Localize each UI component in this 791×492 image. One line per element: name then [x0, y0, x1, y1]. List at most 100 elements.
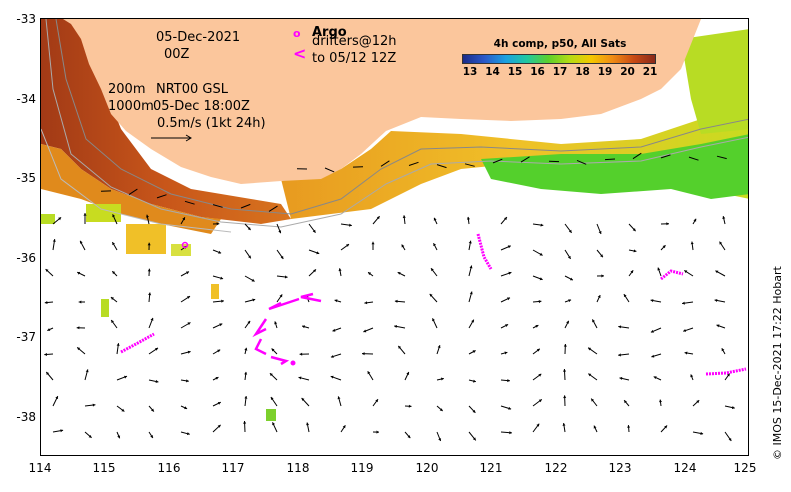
current-vector-head [364, 301, 368, 305]
current-vector-head [394, 325, 397, 328]
current-vector-head [248, 255, 251, 259]
current-vector [632, 152, 642, 160]
map-frame: o < [40, 18, 749, 456]
current-vector-head [433, 243, 437, 247]
x-tick-label: 115 [92, 461, 116, 475]
current-vector-head [217, 349, 221, 353]
current-vector-head [279, 294, 283, 298]
current-vector [268, 205, 278, 212]
drifters-to-label: to 05/12 12Z [312, 51, 397, 66]
current-vector-head [504, 217, 507, 221]
x-tick-label: 119 [350, 461, 374, 475]
current-vector-head [666, 222, 669, 226]
current-vector-head [394, 299, 398, 303]
current-vector-head [535, 325, 539, 328]
current-vector-head [55, 396, 59, 400]
y-tick-label: -33 [16, 12, 36, 26]
current-vector-head [593, 425, 597, 429]
contour-200m [55, 19, 748, 215]
current-vector-head [468, 240, 472, 244]
colorbar-tick-label: 16 [530, 66, 545, 78]
current-vector-head [270, 397, 274, 400]
current-vector-head [716, 324, 720, 328]
current-vector-head [684, 270, 688, 274]
current-vector-head [588, 373, 592, 377]
current-vector-head [715, 270, 719, 274]
current-vector [492, 158, 503, 164]
current-vector-head [536, 348, 540, 352]
current-vector-head [540, 223, 544, 227]
current-vector-head [632, 228, 636, 232]
current-vector-head [337, 396, 341, 400]
current-vector-head [244, 396, 248, 399]
current-vector-head [362, 352, 365, 356]
current-vector [688, 156, 699, 161]
current-vector-head [433, 217, 437, 221]
current-vector-head [151, 408, 154, 412]
current-vector-head [508, 271, 512, 275]
current-vector-head [85, 369, 89, 373]
current-vector [184, 200, 195, 205]
current-vector-head [44, 301, 48, 305]
colorbar-title: 4h comp, p50, All Sats [493, 38, 627, 50]
current-vector-head [569, 277, 573, 281]
current-vector-head [45, 269, 49, 272]
current-vector-head [88, 435, 92, 438]
x-tick-label: 118 [286, 461, 310, 475]
contour-1000m [45, 19, 748, 228]
current-vector-head [338, 268, 342, 272]
x-tick-label: 122 [544, 461, 568, 475]
current-vector-head [376, 216, 380, 220]
current-vector-head [306, 422, 310, 426]
current-vector-head [244, 347, 248, 351]
current-vector-head [92, 403, 96, 407]
current-vector-head [278, 230, 282, 234]
y-tick-label: -37 [16, 330, 36, 344]
current-vector-head [623, 294, 627, 298]
current-vector-head [507, 297, 510, 301]
sst-lime-east [681, 29, 748, 134]
current-vector-head [627, 425, 631, 428]
map-canvas [41, 19, 748, 442]
x-tick-label: 121 [479, 461, 503, 475]
argo-title: Argo [312, 25, 347, 40]
current-vector-head [110, 297, 114, 300]
current-vector-head [302, 325, 305, 329]
current-vector-head [624, 400, 627, 404]
current-vector-head [363, 329, 367, 333]
contour-3000m [41, 128, 232, 233]
current-vector-head [693, 218, 697, 222]
current-vector [520, 156, 530, 163]
current-vector-head [215, 377, 219, 380]
current-vector-head [182, 217, 185, 221]
product-label: NRT00 GSL [156, 82, 228, 97]
current-vector-head [406, 372, 410, 375]
current-vector-head [721, 348, 725, 352]
x-tick-label: 124 [673, 461, 697, 475]
current-vector-head [472, 409, 476, 413]
current-vector-head [280, 255, 284, 259]
current-vector-head [367, 371, 371, 375]
current-vector-head [472, 437, 476, 441]
current-vector-head [538, 399, 542, 403]
current-vector-head [376, 430, 379, 434]
current-vector-head [330, 355, 334, 358]
current-vector-head [633, 249, 637, 253]
current-vector-head [438, 438, 442, 441]
y-tick-label: -38 [16, 410, 36, 424]
current-vector-head [155, 379, 159, 383]
current-vector-head [696, 400, 700, 404]
current-vector-head [251, 278, 255, 282]
colorbar-tick-label: 19 [597, 66, 613, 78]
current-vector-head [630, 270, 634, 274]
current-vector-head [538, 373, 542, 377]
current-vector-head [618, 353, 621, 357]
date-label: 05-Dec-2021 [156, 30, 241, 45]
current-vector-head [504, 351, 508, 355]
current-vector-head [684, 351, 688, 355]
current-vector-head [330, 375, 334, 379]
current-vector-head [651, 354, 655, 358]
current-vector-head [728, 438, 732, 441]
current-vector [408, 161, 419, 166]
current-vector-head [568, 229, 572, 233]
